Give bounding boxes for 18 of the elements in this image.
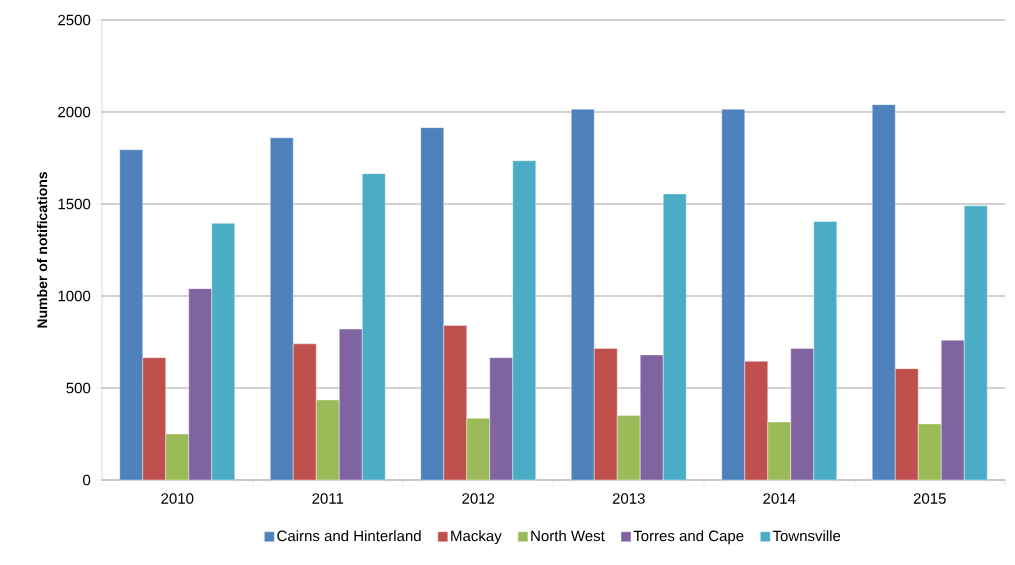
y-tick-label: 2000 <box>58 106 91 118</box>
y-tick-label: 500 <box>66 382 91 394</box>
x-tick-label: 2010 <box>161 493 194 504</box>
legend-label: Cairns and Hinterland <box>277 530 421 542</box>
y-tick-label: 1000 <box>58 290 91 302</box>
y-tick-label: 2500 <box>58 14 91 26</box>
legend-label: Townsville <box>772 530 841 542</box>
x-tick-label: 2011 <box>312 493 344 504</box>
x-tick-label: 2012 <box>462 493 495 504</box>
x-tick-label: 2013 <box>612 493 645 504</box>
y-axis-title: Number of notifications <box>36 172 48 328</box>
x-tick-label: 2014 <box>763 493 796 504</box>
y-tick-label: 0 <box>83 474 91 486</box>
legend-label: North West <box>531 530 605 542</box>
y-tick-label: 1500 <box>58 198 91 210</box>
legend-label: Torres and Cape <box>633 530 744 545</box>
x-tick-label: 2015 <box>913 493 946 504</box>
legend-label: Mackay <box>451 530 502 545</box>
